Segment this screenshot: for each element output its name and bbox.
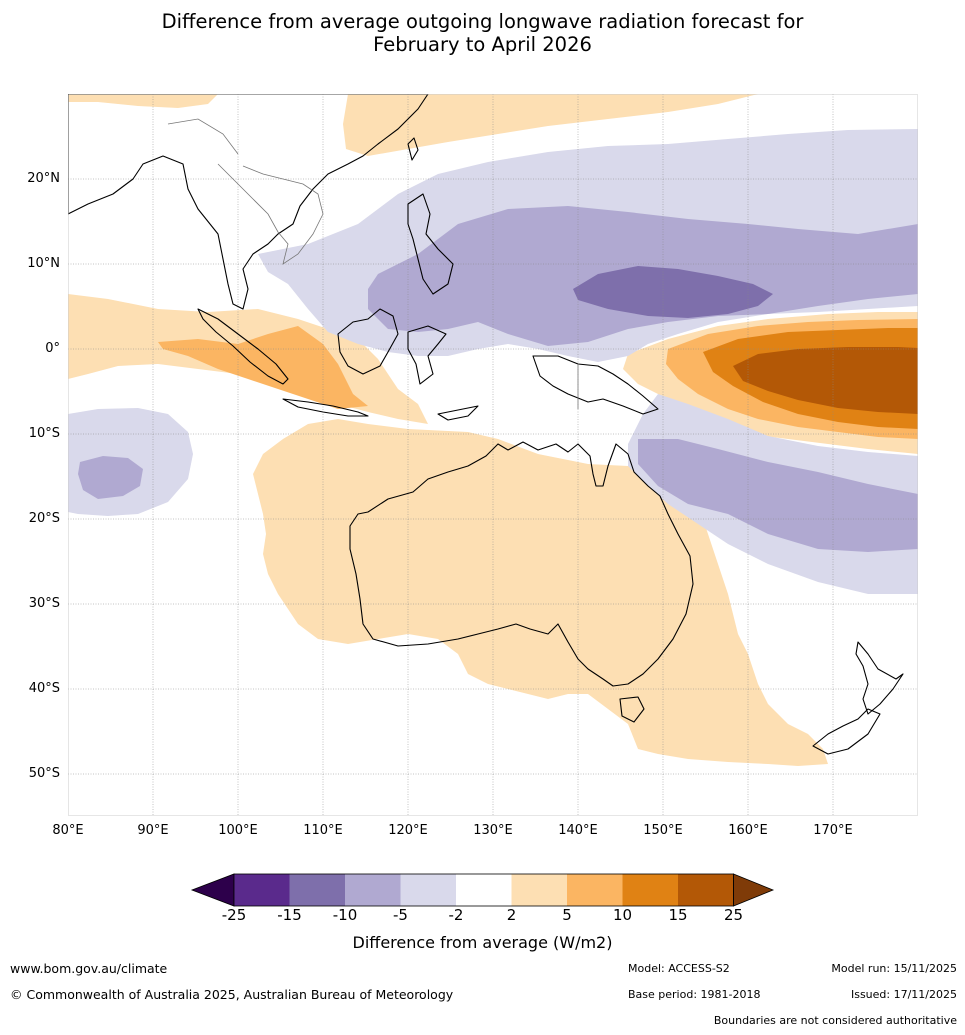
lon-label-100e: 100°E [218,823,258,838]
model-text: Model: ACCESS-S2 [628,962,730,975]
coast-new-zealand-north [855,641,904,715]
lat-label-10n: 10°N [27,256,60,271]
anomaly-area-sumatra [158,326,368,409]
graticule [68,94,918,816]
colorbar-tick-neg5: -5 [393,906,408,924]
coast-tasmania [619,696,645,723]
colorbar-tick-neg15: -15 [277,906,302,924]
lat-label-0: 0° [45,341,60,356]
colorbar-swatch-5-10 [567,874,623,906]
lat-label-40s: 40°S [28,681,60,696]
anomaly-area-south-pacific-mid [638,439,918,552]
colorbar-swatch-neg25-neg15 [234,874,290,906]
colorbar-outline [233,873,734,907]
lat-label-20n: 20°N [27,171,60,186]
colorbar-tick-neg2: -2 [448,906,464,924]
map-title: Difference from average outgoing longwav… [0,10,965,56]
base-period-text: Base period: 1981-2018 [628,988,761,1001]
colorbar-tick-2: 2 [506,906,517,924]
title-line-1: Difference from average outgoing longwav… [161,10,804,33]
coast-asia-mainland [68,94,429,310]
lon-label-170e: 170°E [813,823,853,838]
colorbar-swatch-neg15-neg10 [289,874,345,906]
colorbar-over-arrow [733,873,775,907]
colorbar-swatch-neg5-neg2 [400,874,456,906]
colorbar-swatch-neg2-2 [456,874,512,906]
colorbar-tick-10: 10 [612,906,633,924]
lon-label-160e: 160°E [728,823,768,838]
map-svg [68,94,918,816]
anomaly-map [68,94,918,816]
anomaly-area-west-pacific-strong [573,266,773,318]
anomaly-area-indian-ocean-mid [78,456,143,499]
border-indochina [217,163,324,265]
coast-java [282,398,369,417]
copyright-text: © Commonwealth of Australia 2025, Austra… [10,987,454,1002]
lat-label-10s: 10°S [28,426,60,441]
coast-philippines [407,193,454,295]
lon-label-140e: 140°E [558,823,598,838]
colorbar-tick-15: 15 [668,906,688,924]
lat-label-20s: 20°S [28,511,60,526]
issued-text: Issued: 17/11/2025 [850,988,957,1001]
colorbar-tick-25: 25 [723,906,744,924]
colorbar-under-arrow [190,873,235,907]
coast-australia [349,441,694,687]
website-link[interactable]: www.bom.gov.au/climate [10,961,168,976]
boundaries-note: Boundaries are not considered authoritat… [713,1014,957,1027]
lon-label-90e: 90°E [137,823,169,838]
colorbar-swatch-2-5 [511,874,567,906]
colorbar [190,873,775,907]
colorbar-swatch-neg10-neg5 [345,874,401,906]
anomaly-layer-positive-darkest [733,347,918,414]
lat-label-30s: 30°S [28,596,60,611]
anomaly-area-china-positive [343,94,758,156]
lon-label-150e: 150°E [643,823,683,838]
model-run-text: Model run: 15/11/2025 [831,962,957,975]
lat-label-50s: 50°S [28,766,60,781]
coast-timor [437,405,479,421]
anomaly-area-pacific-core [733,347,918,414]
lon-label-120e: 120°E [388,823,428,838]
colorbar-tick-neg10: -10 [332,906,358,924]
colorbar-tick-5: 5 [562,906,572,924]
coastlines [68,94,904,755]
country-borders [167,118,579,409]
lon-label-130e: 130°E [473,823,513,838]
border-myanmar-china [167,118,239,155]
anomaly-layer-negative-strong [573,266,773,318]
anomaly-area-north-west [68,94,218,108]
lon-label-110e: 110°E [303,823,343,838]
coast-sulawesi [407,325,447,385]
colorbar-label: Difference from average (W/m2) [352,933,613,952]
title-line-2: February to April 2026 [373,33,592,56]
coast-new-zealand-south [812,708,881,755]
map-border [68,94,918,816]
colorbar-swatch-15-25 [678,874,734,906]
coast-taiwan [407,137,419,161]
lon-label-80e: 80°E [52,823,84,838]
colorbar-tick-neg25: -25 [221,906,247,924]
coast-borneo [337,308,399,375]
coast-new-guinea [532,355,659,415]
coast-sumatra [197,308,289,385]
colorbar-swatch-10-15 [622,874,678,906]
